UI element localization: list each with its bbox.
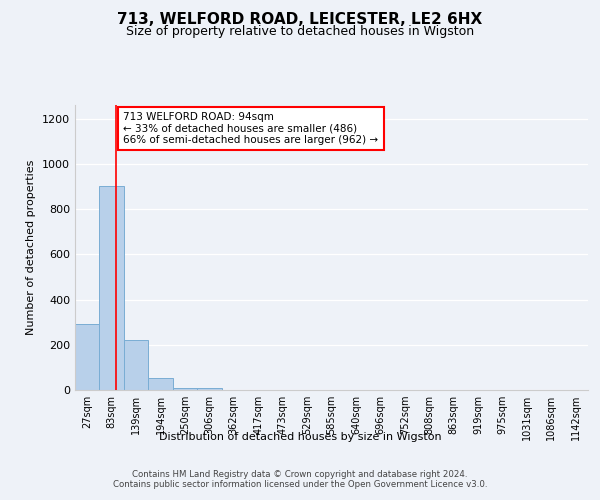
Bar (100, 186, 124, 390)
Y-axis label: Number of detached properties: Number of detached properties (26, 160, 37, 335)
Bar (197, 388, 221, 390)
Text: 713 WELFORD ROAD: 94sqm
← 33% of detached houses are smaller (486)
66% of semi-d: 713 WELFORD ROAD: 94sqm ← 33% of detache… (124, 112, 379, 145)
Text: Distribution of detached houses by size in Wigston: Distribution of detached houses by size … (158, 432, 442, 442)
Bar (124, 340, 148, 390)
Text: 713, WELFORD ROAD, LEICESTER, LE2 6HX: 713, WELFORD ROAD, LEICESTER, LE2 6HX (118, 12, 482, 28)
Bar (148, 378, 173, 390)
Text: Contains HM Land Registry data © Crown copyright and database right 2024.
Contai: Contains HM Land Registry data © Crown c… (113, 470, 487, 490)
Text: Size of property relative to detached houses in Wigston: Size of property relative to detached ho… (126, 25, 474, 38)
Bar (173, 388, 197, 390)
Bar (75, 324, 100, 390)
